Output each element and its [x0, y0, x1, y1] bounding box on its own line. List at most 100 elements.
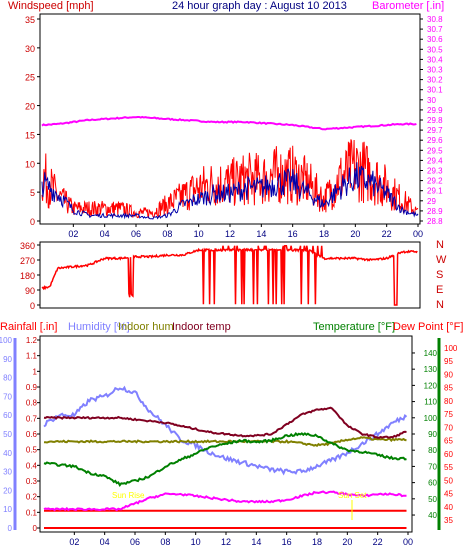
- baro-tick-label: 30.1: [427, 86, 443, 95]
- baro-tick-label: 29.5: [427, 146, 443, 155]
- x-tick-label: 16: [288, 229, 298, 239]
- dewpoint-tick-label: 50: [444, 476, 453, 485]
- sun-rise-label: Sun Rise: [112, 491, 145, 500]
- humidity-tick-label: 80: [3, 374, 12, 383]
- compass-label: N: [436, 299, 444, 311]
- legend-label: Temperature [°F]: [313, 321, 395, 333]
- gust-line: [41, 139, 419, 220]
- baro-tick-label: 29: [427, 197, 436, 206]
- dewpoint-tick-label: 55: [444, 463, 453, 472]
- x-tick-label: 22: [373, 537, 383, 547]
- baro-tick-label: 30.2: [427, 76, 443, 85]
- baro-tick-label: 30.3: [427, 66, 443, 75]
- x-tick-label: 10: [194, 229, 204, 239]
- compass-label: N: [436, 239, 444, 251]
- wind-tick-label: 25: [25, 73, 35, 83]
- wind-tick-label: 5: [30, 188, 35, 198]
- wind-tick-label: 10: [25, 159, 35, 169]
- compass-label: W: [436, 254, 447, 266]
- humidity-tick-label: 30: [3, 468, 12, 477]
- temp-tick-label: 140: [424, 349, 438, 358]
- temp-tick-label: 110: [424, 398, 437, 407]
- legend-label: Rainfall [.in]: [0, 321, 57, 333]
- baro-tick-label: 30.4: [427, 55, 443, 64]
- dewpoint-tick-label: 95: [444, 357, 453, 366]
- sun-set-label: Sun Set: [338, 491, 367, 500]
- baro-tick-label: 30.6: [427, 35, 443, 44]
- baro-tick-label: 30.8: [427, 15, 443, 24]
- humidity-tick-label: 90: [3, 355, 12, 364]
- chart-title: 24 hour graph day : August 10 2013: [172, 0, 347, 12]
- dewpoint-tick-label: 35: [444, 516, 453, 525]
- dewpoint-tick-label: 100: [444, 344, 458, 353]
- barometer-axis-label: Barometer [.in]: [372, 0, 444, 12]
- x-tick-label: 06: [131, 229, 141, 239]
- humidity-tick-label: 50: [3, 430, 12, 439]
- wind-tick-label: 0: [30, 217, 35, 227]
- baro-tick-label: 29.8: [427, 116, 443, 125]
- dewpoint-tick-label: 75: [444, 410, 453, 419]
- barometer-line: [41, 115, 417, 131]
- temp-tick-label: 50: [428, 495, 437, 504]
- rain-tick-label: 0.7: [26, 414, 38, 423]
- direction-tick-label: 270: [20, 256, 35, 266]
- x-tick-label: 14: [256, 229, 266, 239]
- rain-tick-label: 1.2: [26, 336, 38, 345]
- direction-tick-label: 360: [20, 241, 35, 251]
- legend-label: Humidity [%]: [68, 321, 130, 333]
- x-tick-label: 14: [251, 537, 261, 547]
- baro-tick-label: 29.1: [427, 187, 443, 196]
- humidity-tick-label: 0: [8, 524, 13, 533]
- x-tick-label: 04: [100, 229, 110, 239]
- rain-tick-label: 0.9: [26, 383, 38, 392]
- x-tick-label: 04: [100, 537, 110, 547]
- baro-tick-label: 29.3: [427, 167, 443, 176]
- temp-tick-label: 80: [428, 446, 437, 455]
- x-tick-label: 18: [312, 537, 322, 547]
- x-tick-label: 20: [342, 537, 352, 547]
- solar-line: [43, 490, 407, 512]
- dewpoint-tick-label: 85: [444, 384, 453, 393]
- compass-label: E: [436, 284, 443, 296]
- rain-tick-label: 0.4: [26, 461, 38, 470]
- legend-label: Indoor hum: [118, 321, 174, 333]
- x-tick-label: 12: [221, 537, 231, 547]
- direction-line: [41, 245, 418, 306]
- indoor-temp-line: [43, 406, 407, 439]
- compass-label: S: [436, 269, 443, 281]
- wind-tick-label: 20: [25, 102, 35, 112]
- direction-tick-label: 0: [30, 301, 35, 311]
- x-tick-label: 18: [319, 229, 329, 239]
- wind-tick-label: 35: [25, 15, 35, 25]
- humidity-line: [43, 385, 408, 476]
- baro-tick-label: 30.5: [427, 45, 443, 54]
- direction-tick-label: 180: [20, 271, 35, 281]
- dewpoint-tick-label: 90: [444, 370, 453, 379]
- legend-label: Indoor temp: [172, 321, 231, 333]
- wind-tick-label: 15: [25, 130, 35, 140]
- rain-tick-label: 1: [33, 367, 38, 376]
- baro-tick-label: 29.7: [427, 126, 443, 135]
- baro-tick-label: 29.2: [427, 177, 443, 186]
- rain-tick-label: 0.2: [26, 493, 38, 502]
- humidity-tick-label: 20: [3, 486, 12, 495]
- x-tick-label: 16: [282, 537, 292, 547]
- baro-tick-label: 29.4: [427, 156, 443, 165]
- humidity-tick-label: 100: [0, 336, 13, 345]
- baro-tick-label: 29.9: [427, 106, 443, 115]
- dewpoint-tick-label: 65: [444, 437, 453, 446]
- humidity-tick-label: 10: [3, 505, 12, 514]
- dewpoint-tick-label: 80: [444, 397, 453, 406]
- rain-tick-label: 0.8: [26, 399, 38, 408]
- temp-tick-label: 130: [424, 365, 438, 374]
- x-tick-label: 02: [69, 537, 79, 547]
- rain-tick-label: 0.5: [26, 446, 38, 455]
- direction-tick-label: 90: [25, 286, 35, 296]
- dewpoint-tick-label: 45: [444, 490, 453, 499]
- x-tick-label: 20: [350, 229, 360, 239]
- rain-tick-label: 1.1: [26, 352, 38, 361]
- humidity-tick-label: 60: [3, 411, 12, 420]
